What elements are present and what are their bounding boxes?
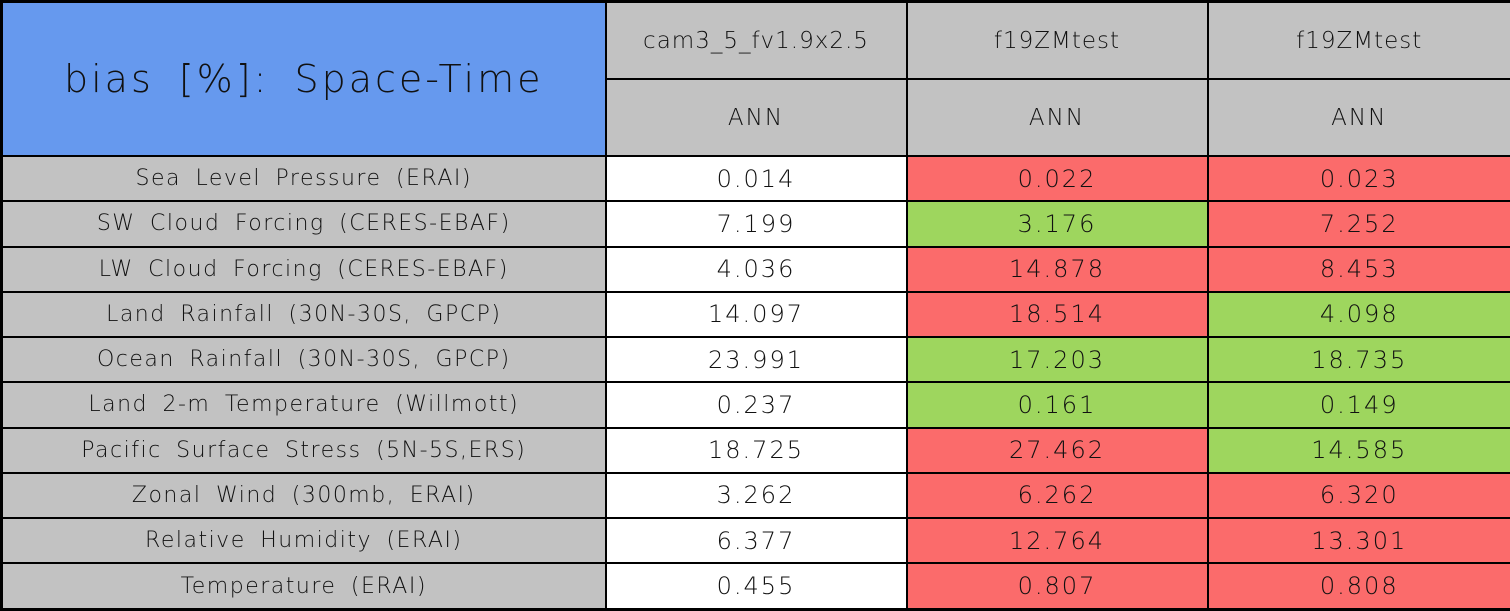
value-cell: 4.098 [1206,290,1510,339]
value-cell: 8.453 [1206,245,1510,293]
row-label: Ocean Rainfall (30N-30S, GPCP) [0,336,607,384]
table-title: bias [%]: Space-Time [0,0,607,157]
value-cell: 18.725 [604,426,908,474]
value-cell: 0.237 [604,381,908,429]
value-cell: 17.203 [905,336,1209,384]
table-row: Land Rainfall (30N-30S, GPCP) 14.097 18.… [0,290,1510,339]
value-cell: 0.022 [905,154,1209,203]
value-cell: 13.301 [1206,517,1510,565]
value-cell: 0.807 [905,562,1209,611]
value-cell: 18.735 [1206,336,1510,384]
header-row-seasons: ANN ANN ANN [2,78,1510,157]
table-row: SW Cloud Forcing (CERES-EBAF) 7.199 3.17… [0,200,1510,248]
value-cell: 23.991 [604,336,908,384]
value-cell: 12.764 [905,517,1209,565]
row-label: Pacific Surface Stress (5N-5S,ERS) [0,426,607,474]
table-row: Ocean Rainfall (30N-30S, GPCP) 23.991 17… [0,336,1510,384]
column-header-model-1: cam3_5_fv1.9x2.5 [604,0,908,80]
table-row: Land 2-m Temperature (Willmott) 0.237 0.… [0,381,1510,429]
value-cell: 0.149 [1206,381,1510,429]
row-label: SW Cloud Forcing (CERES-EBAF) [0,200,607,248]
value-cell: 0.455 [604,562,908,611]
value-cell: 6.262 [905,471,1209,520]
table-row: Pacific Surface Stress (5N-5S,ERS) 18.72… [0,426,1510,474]
value-cell: 0.014 [604,154,908,203]
column-header-season-1: ANN [604,78,908,157]
value-cell: 3.176 [905,200,1209,248]
row-label: Sea Level Pressure (ERAI) [0,154,607,203]
table-row: Relative Humidity (ERAI) 6.377 12.764 13… [0,517,1510,565]
row-label: Land Rainfall (30N-30S, GPCP) [0,290,607,339]
value-cell: 7.252 [1206,200,1510,248]
value-cell: 6.377 [604,517,908,565]
value-cell: 6.320 [1206,471,1510,520]
row-label: Relative Humidity (ERAI) [0,517,607,565]
column-header-model-2: f19ZMtest [905,0,1209,80]
table-row: LW Cloud Forcing (CERES-EBAF) 4.036 14.8… [0,245,1510,293]
value-cell: 0.808 [1206,562,1510,611]
table-row: Zonal Wind (300mb, ERAI) 3.262 6.262 6.3… [0,471,1510,520]
value-cell: 27.462 [905,426,1209,474]
table-row: Temperature (ERAI) 0.455 0.807 0.808 [0,562,1510,611]
header-row-models: bias [%]: Space-Time cam3_5_fv1.9x2.5 f1… [0,0,1510,157]
value-cell: 4.036 [604,245,908,293]
value-cell: 14.097 [604,290,908,339]
table-row: Sea Level Pressure (ERAI) 0.014 0.022 0.… [0,154,1510,203]
row-label: Temperature (ERAI) [0,562,607,611]
value-cell: 14.878 [905,245,1209,293]
row-label: Land 2-m Temperature (Willmott) [0,381,607,429]
value-cell: 14.585 [1206,426,1510,474]
value-cell: 3.262 [604,471,908,520]
column-header-season-3: ANN [1206,78,1510,157]
column-header-model-3: f19ZMtest [1206,0,1510,80]
value-cell: 0.023 [1206,154,1510,203]
value-cell: 0.161 [905,381,1209,429]
column-header-season-2: ANN [905,78,1209,157]
row-label: LW Cloud Forcing (CERES-EBAF) [0,245,607,293]
row-label: Zonal Wind (300mb, ERAI) [0,471,607,520]
value-cell: 18.514 [905,290,1209,339]
value-cell: 7.199 [604,200,908,248]
